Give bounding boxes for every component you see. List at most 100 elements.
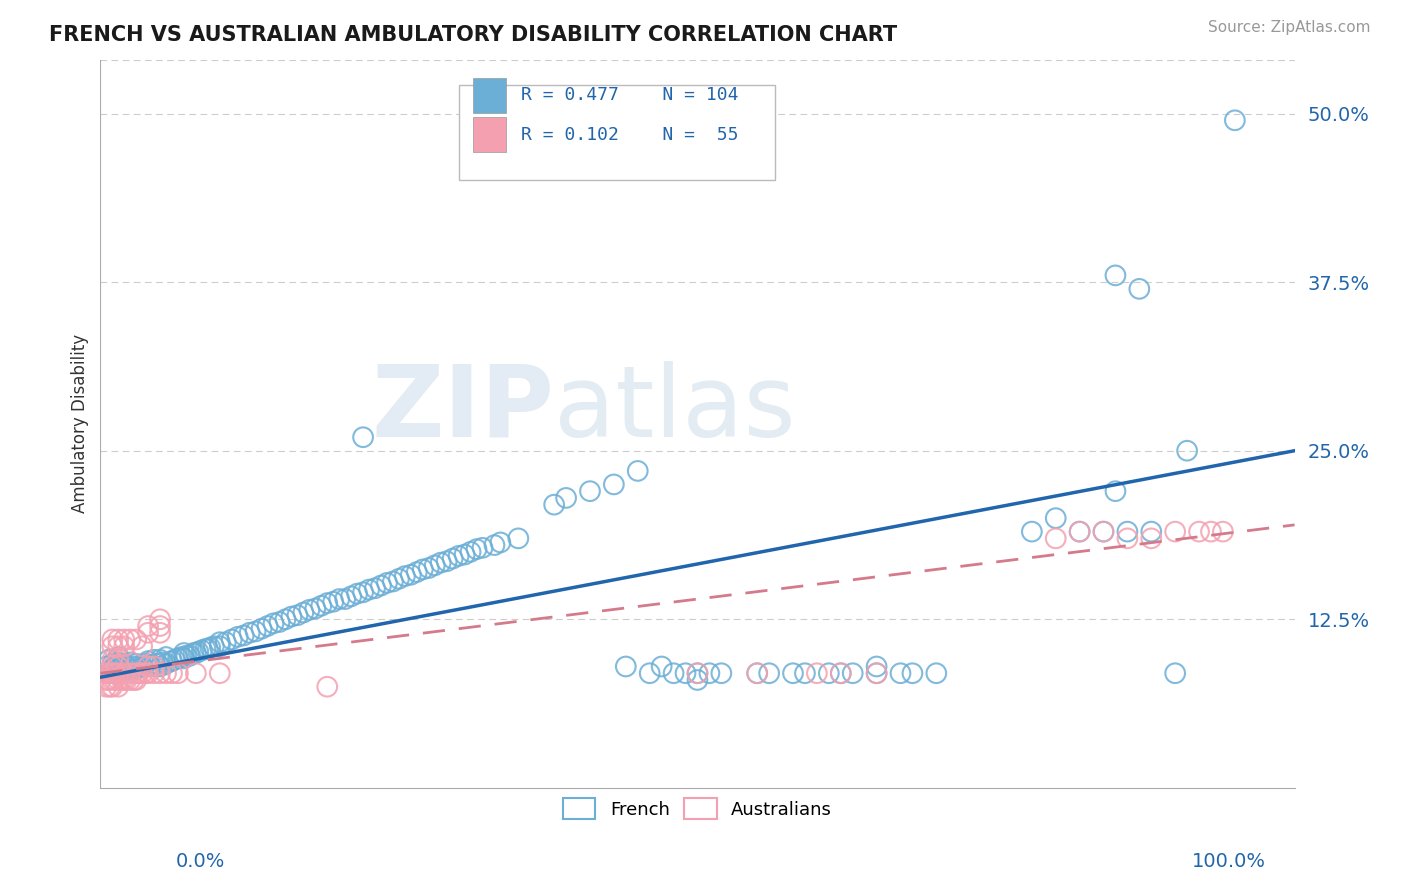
Point <box>149 612 172 626</box>
Point <box>710 666 733 681</box>
Point <box>1164 524 1187 539</box>
Point <box>423 558 446 573</box>
Point <box>292 606 315 620</box>
Point <box>104 666 127 681</box>
Text: R = 0.102    N =  55: R = 0.102 N = 55 <box>520 126 738 144</box>
Point <box>460 545 482 559</box>
Point <box>250 622 273 636</box>
Point <box>170 650 193 665</box>
Point <box>579 484 602 499</box>
Point <box>136 619 159 633</box>
Point <box>146 657 169 671</box>
Point <box>183 646 205 660</box>
Point <box>269 615 291 629</box>
Point <box>155 657 177 671</box>
Text: 0.0%: 0.0% <box>176 852 225 871</box>
Point <box>107 656 129 670</box>
Point <box>412 562 434 576</box>
Point <box>471 541 494 555</box>
Point <box>107 650 129 665</box>
Point <box>155 666 177 681</box>
Point <box>405 565 427 579</box>
Point <box>136 659 159 673</box>
Point <box>484 538 506 552</box>
Point <box>125 666 148 681</box>
Point <box>101 640 124 654</box>
Point <box>160 666 183 681</box>
Point <box>101 680 124 694</box>
Text: ZIP: ZIP <box>371 360 554 458</box>
Point <box>107 653 129 667</box>
Point <box>173 646 195 660</box>
Point <box>149 666 172 681</box>
Point <box>101 662 124 676</box>
Point <box>686 666 709 681</box>
Point <box>441 551 464 566</box>
Point <box>675 666 697 681</box>
Point <box>101 632 124 647</box>
Point <box>256 619 278 633</box>
Point <box>208 666 231 681</box>
Point <box>686 673 709 687</box>
Point <box>131 640 153 654</box>
Point <box>830 666 852 681</box>
Point <box>394 569 416 583</box>
Point <box>215 635 238 649</box>
Text: R = 0.477    N = 104: R = 0.477 N = 104 <box>520 87 738 104</box>
Text: 100.0%: 100.0% <box>1191 852 1265 871</box>
Point <box>316 596 339 610</box>
Point <box>112 673 135 687</box>
Point <box>818 666 841 681</box>
Point <box>131 659 153 673</box>
Point <box>107 662 129 676</box>
Point <box>352 430 374 444</box>
Point <box>1164 666 1187 681</box>
Point <box>239 625 262 640</box>
Point <box>194 642 217 657</box>
Point <box>184 666 207 681</box>
Point <box>143 666 166 681</box>
Point <box>112 662 135 676</box>
Point <box>107 640 129 654</box>
Point <box>889 666 911 681</box>
Point <box>143 653 166 667</box>
Text: Source: ZipAtlas.com: Source: ZipAtlas.com <box>1208 20 1371 35</box>
Point <box>101 666 124 681</box>
Y-axis label: Ambulatory Disability: Ambulatory Disability <box>72 334 89 513</box>
Point <box>120 656 142 670</box>
Point <box>280 609 302 624</box>
Point <box>200 640 222 655</box>
FancyBboxPatch shape <box>458 85 775 180</box>
Point <box>806 666 828 681</box>
Point <box>107 673 129 687</box>
Point <box>160 654 183 668</box>
Point <box>794 666 817 681</box>
Point <box>176 648 198 663</box>
Point <box>1069 524 1091 539</box>
Point <box>97 653 120 667</box>
Point <box>112 640 135 654</box>
Point <box>167 666 190 681</box>
Point <box>298 603 321 617</box>
Point <box>125 673 148 687</box>
Point <box>96 680 118 694</box>
Point <box>651 659 673 673</box>
Point <box>865 659 887 673</box>
Point <box>453 548 475 562</box>
FancyBboxPatch shape <box>472 78 506 112</box>
Point <box>429 556 451 570</box>
Point <box>614 659 637 673</box>
Point <box>263 616 285 631</box>
Text: atlas: atlas <box>554 360 796 458</box>
Point <box>340 590 363 604</box>
Point <box>112 632 135 647</box>
Point <box>699 666 721 681</box>
Point <box>155 650 177 665</box>
Point <box>830 666 852 681</box>
Point <box>901 666 924 681</box>
Point <box>543 498 565 512</box>
Text: FRENCH VS AUSTRALIAN AMBULATORY DISABILITY CORRELATION CHART: FRENCH VS AUSTRALIAN AMBULATORY DISABILI… <box>49 25 897 45</box>
Point <box>436 554 458 568</box>
Point <box>399 567 422 582</box>
Point <box>1092 524 1115 539</box>
